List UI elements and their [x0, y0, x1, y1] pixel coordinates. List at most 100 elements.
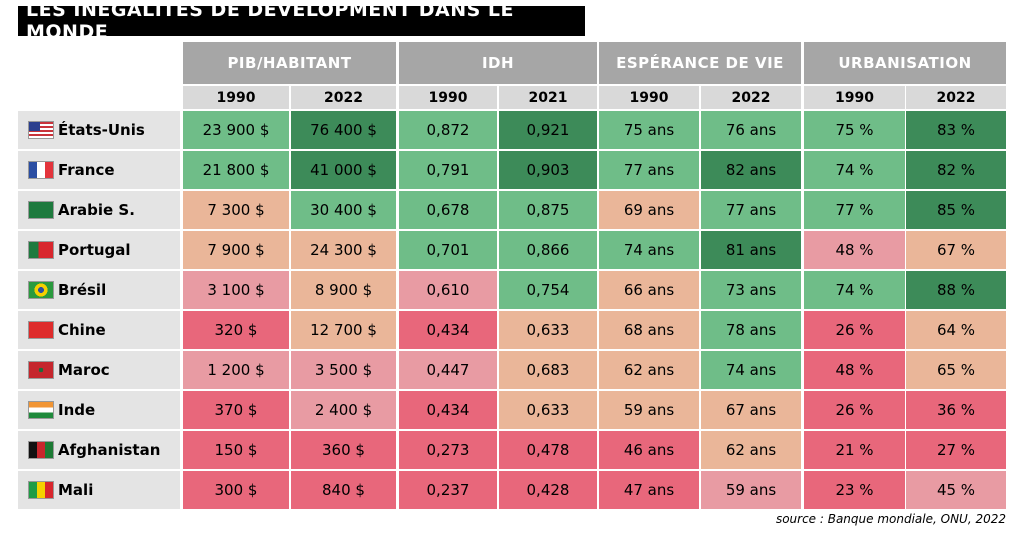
- cell: 78 ans: [701, 311, 801, 349]
- flag: [29, 482, 53, 498]
- cell: 0,875: [499, 191, 597, 229]
- cell: 150 $: [183, 431, 289, 469]
- cell: 76 400 $: [291, 111, 396, 149]
- cell: 59 ans: [701, 471, 801, 509]
- cell: 0,754: [499, 271, 597, 309]
- cell: 64 %: [906, 311, 1006, 349]
- cell: 77 ans: [701, 191, 801, 229]
- cell: 75 ans: [599, 111, 699, 149]
- cell: 67 %: [906, 231, 1006, 269]
- cell: 48 %: [804, 351, 905, 389]
- year-header: 1990: [599, 86, 699, 109]
- cell: 7 300 $: [183, 191, 289, 229]
- cell: 62 ans: [701, 431, 801, 469]
- country: Maroc: [18, 351, 180, 389]
- cell: 0,434: [399, 311, 497, 349]
- cell: 360 $: [291, 431, 396, 469]
- cell: 73 ans: [701, 271, 801, 309]
- year-header: 2022: [701, 86, 801, 109]
- cell: 1 200 $: [183, 351, 289, 389]
- cell: 3 100 $: [183, 271, 289, 309]
- cell: 65 %: [906, 351, 1006, 389]
- cell: 30 400 $: [291, 191, 396, 229]
- cell: 77 ans: [599, 151, 699, 189]
- cell: 81 ans: [701, 231, 801, 269]
- cell: 82 ans: [701, 151, 801, 189]
- cell: 74 %: [804, 151, 905, 189]
- cell: 74 ans: [599, 231, 699, 269]
- cell: 48 %: [804, 231, 905, 269]
- flag: [29, 162, 53, 178]
- source: source : Banque mondiale, ONU, 2022: [775, 512, 1006, 526]
- cell: 0,903: [499, 151, 597, 189]
- country: États-Unis: [18, 111, 180, 149]
- cell: 46 ans: [599, 431, 699, 469]
- country: Portugal: [18, 231, 180, 269]
- flag: [29, 442, 53, 458]
- year-header: 2022: [291, 86, 396, 109]
- cell: 21 %: [804, 431, 905, 469]
- cell: 76 ans: [701, 111, 801, 149]
- flag: [29, 242, 53, 258]
- cell: 840 $: [291, 471, 396, 509]
- country: Afghanistan: [18, 431, 180, 469]
- cell: 0,273: [399, 431, 497, 469]
- cell: 0,683: [499, 351, 597, 389]
- cell: 59 ans: [599, 391, 699, 429]
- cell: 77 %: [804, 191, 905, 229]
- cell: 26 %: [804, 311, 905, 349]
- group-header: IDH: [399, 42, 597, 84]
- country: Arabie S.: [18, 191, 180, 229]
- cell: 300 $: [183, 471, 289, 509]
- cell: 0,921: [499, 111, 597, 149]
- country: Inde: [18, 391, 180, 429]
- title: LES INÉGALITÉS DE DÉVELOPMENT DANS LE MO…: [18, 0, 585, 43]
- year-header: 1990: [183, 86, 289, 109]
- cell: 23 %: [804, 471, 905, 509]
- cell: 45 %: [906, 471, 1006, 509]
- country: Chine: [18, 311, 180, 349]
- cell: 3 500 $: [291, 351, 396, 389]
- cell: 66 ans: [599, 271, 699, 309]
- flag: [29, 322, 53, 338]
- year-header: 1990: [804, 86, 905, 109]
- flag: [29, 282, 53, 298]
- country: France: [18, 151, 180, 189]
- cell: 24 300 $: [291, 231, 396, 269]
- cell: 47 ans: [599, 471, 699, 509]
- cell: 2 400 $: [291, 391, 396, 429]
- cell: 36 %: [906, 391, 1006, 429]
- cell: 68 ans: [599, 311, 699, 349]
- flag: [29, 122, 53, 138]
- cell: 74 %: [804, 271, 905, 309]
- cell: 0,791: [399, 151, 497, 189]
- cell: 85 %: [906, 191, 1006, 229]
- cell: 62 ans: [599, 351, 699, 389]
- cell: 0,633: [499, 391, 597, 429]
- country: Mali: [18, 471, 180, 509]
- year-header: 2021: [499, 86, 597, 109]
- cell: 67 ans: [701, 391, 801, 429]
- cell: 0,237: [399, 471, 497, 509]
- year-header: 1990: [399, 86, 497, 109]
- cell: 320 $: [183, 311, 289, 349]
- country: Brésil: [18, 271, 180, 309]
- cell: 12 700 $: [291, 311, 396, 349]
- cell: 0,447: [399, 351, 497, 389]
- flag: [29, 202, 53, 218]
- cell: 26 %: [804, 391, 905, 429]
- group-header: ESPÉRANCE DE VIE: [599, 42, 801, 84]
- cell: 21 800 $: [183, 151, 289, 189]
- group-header: PIB/HABITANT: [183, 42, 396, 84]
- cell: 74 ans: [701, 351, 801, 389]
- cell: 23 900 $: [183, 111, 289, 149]
- cell: 27 %: [906, 431, 1006, 469]
- group-header: URBANISATION: [804, 42, 1006, 84]
- cell: 0,678: [399, 191, 497, 229]
- cell: 69 ans: [599, 191, 699, 229]
- flag: [29, 402, 53, 418]
- cell: 41 000 $: [291, 151, 396, 189]
- cell: 370 $: [183, 391, 289, 429]
- cell: 0,633: [499, 311, 597, 349]
